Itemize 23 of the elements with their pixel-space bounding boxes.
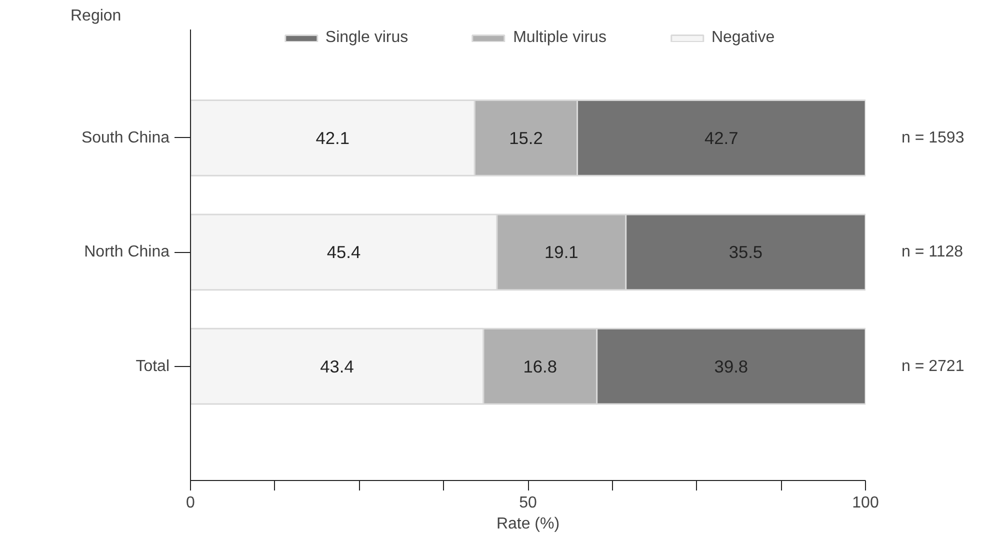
- x-axis-title: Rate (%): [496, 516, 560, 532]
- text: n = 2721: [902, 358, 964, 375]
- x-tick-label: 50: [519, 494, 537, 512]
- data-label: 45.4: [326, 242, 361, 262]
- y-tick-label: Total: [136, 358, 170, 375]
- text: n = 1593: [902, 129, 964, 146]
- data-label: 15.2: [509, 128, 543, 148]
- data-label: 39.8: [714, 356, 748, 376]
- x-tick-label: 0: [186, 494, 196, 512]
- data-label: 43.4: [320, 356, 354, 376]
- data-label: 42.7: [704, 128, 738, 148]
- y-axis-title: Region: [70, 8, 122, 24]
- data-label: 16.8: [523, 356, 558, 376]
- data-label: 35.5: [728, 242, 763, 262]
- legend-label: Negative: [711, 29, 775, 47]
- data-label: 19.1: [544, 242, 578, 262]
- text: n = 1128: [902, 244, 964, 261]
- legend-label: Single virus: [325, 29, 408, 47]
- data-label: 42.1: [316, 128, 350, 148]
- y-tick-label: North China: [84, 244, 170, 261]
- legend-label: Multiple virus: [513, 29, 606, 47]
- y-tick-label: South China: [81, 129, 170, 146]
- x-tick-label: 100: [852, 494, 879, 512]
